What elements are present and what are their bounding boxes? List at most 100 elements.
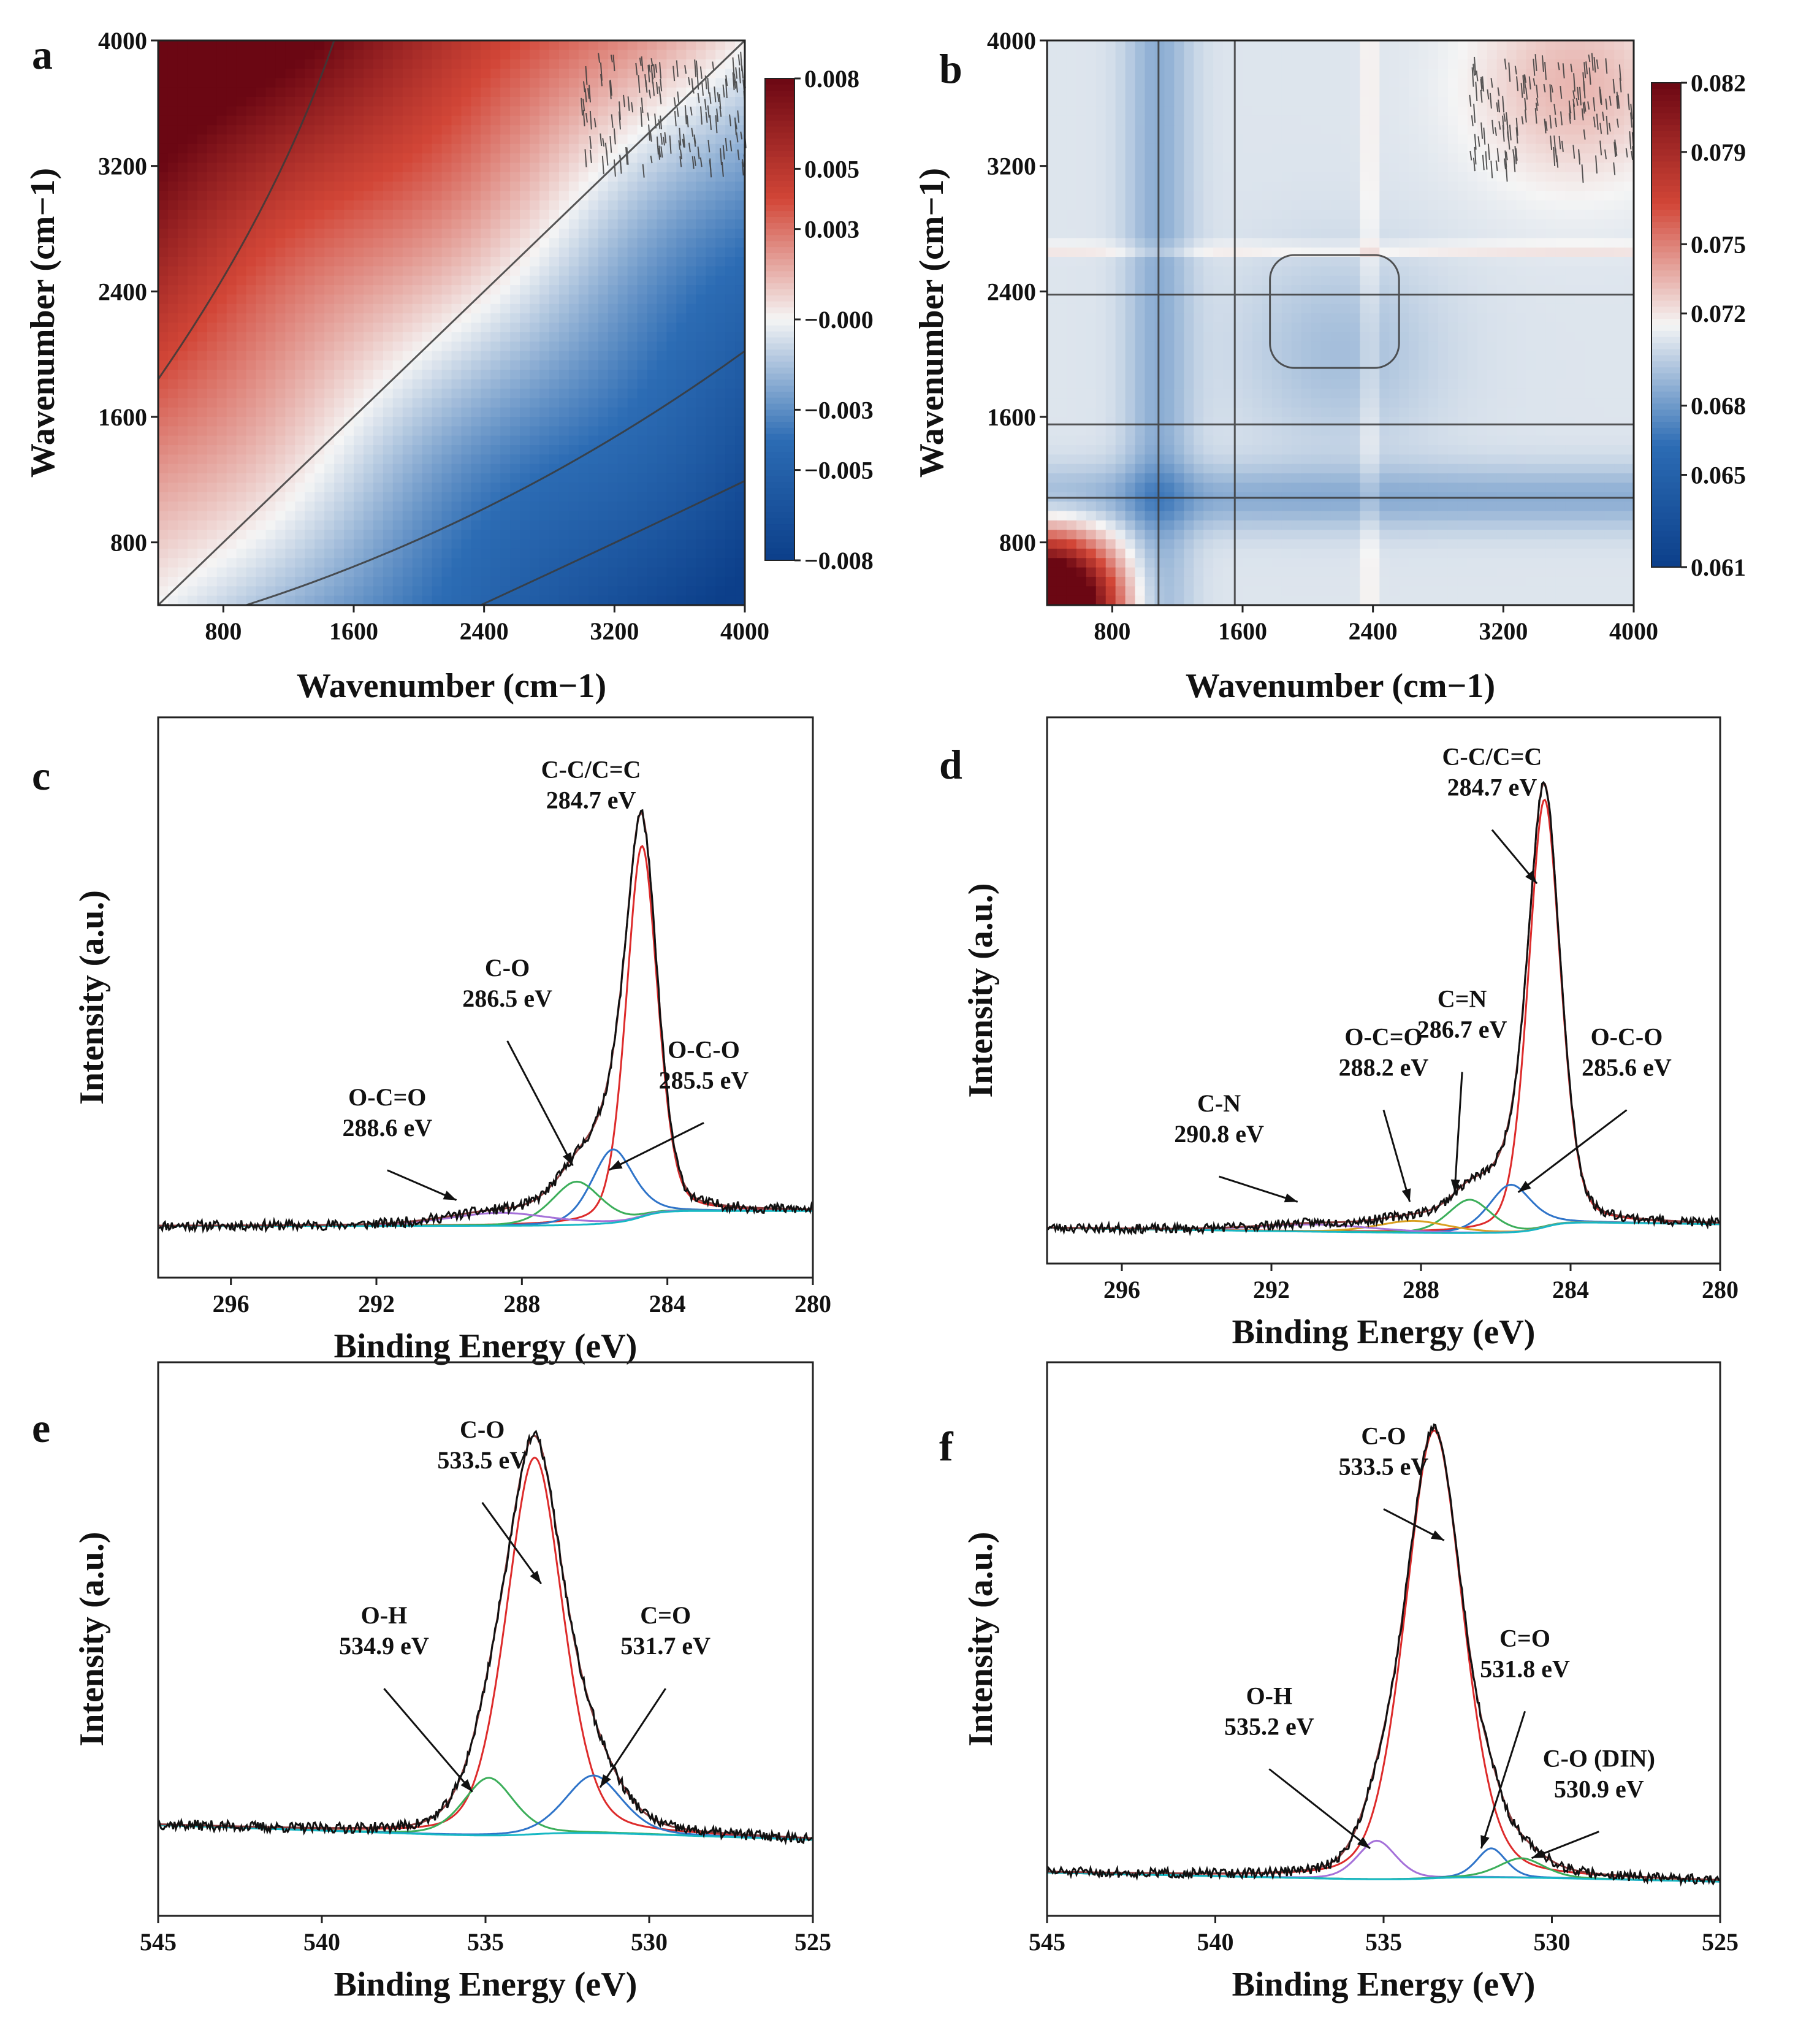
heatmap-cell (383, 520, 394, 530)
heatmap-cell (696, 370, 706, 380)
heatmap-cell (1213, 172, 1224, 182)
heatmap-cell (158, 576, 169, 587)
heatmap-cell (588, 247, 599, 257)
heatmap-cell (187, 417, 198, 427)
noise-streak (658, 148, 661, 160)
heatmap-cell (578, 285, 589, 296)
heatmap-cell (617, 595, 628, 606)
heatmap-cell (558, 191, 569, 201)
heatmap-cell (549, 153, 560, 164)
heatmap-cell (334, 463, 345, 474)
heatmap-cell (500, 370, 511, 380)
heatmap-cell (236, 125, 247, 135)
heatmap-cell (187, 200, 198, 210)
heatmap-cell (1526, 125, 1537, 135)
noise-streak (688, 77, 691, 86)
heatmap-cell (1252, 200, 1263, 210)
heatmap-cell (1477, 200, 1488, 210)
heatmap-cell (1311, 50, 1322, 60)
heatmap-cell (412, 210, 423, 220)
heatmap-cell (275, 257, 286, 267)
noise-streak (736, 132, 739, 143)
heatmap-cell (735, 530, 745, 540)
heatmap-cell (1076, 191, 1087, 201)
noise-streak (645, 80, 648, 93)
heatmap-cell (383, 134, 394, 145)
heatmap-cell (1125, 59, 1136, 69)
heatmap-cell (383, 78, 394, 88)
heatmap-cell (647, 379, 658, 389)
heatmap-cell (539, 247, 550, 257)
heatmap-cell (461, 266, 471, 276)
heatmap-cell (295, 539, 305, 549)
heatmap-cell (422, 586, 433, 597)
heatmap-cell (1194, 106, 1204, 116)
heatmap-cell (197, 360, 208, 370)
noise-streak (737, 54, 741, 66)
heatmap-cell (568, 520, 579, 530)
heatmap-cell (1174, 172, 1184, 182)
heatmap-cell (627, 257, 638, 267)
heatmap-cell (1340, 40, 1351, 50)
heatmap-cell (354, 97, 364, 107)
heatmap-cell (246, 59, 257, 69)
heatmap-cell (461, 454, 471, 465)
heatmap-cell (265, 567, 276, 578)
heatmap-cell (1428, 153, 1439, 164)
colorbar-segment (765, 440, 794, 447)
heatmap-cell (588, 417, 599, 427)
heatmap-cell (363, 78, 374, 88)
heatmap-cell (481, 398, 491, 408)
heatmap-cell (265, 200, 276, 210)
heatmap-cell (1095, 172, 1107, 182)
heatmap-cell (265, 454, 276, 465)
heatmap-cell (686, 143, 696, 154)
heatmap-cell (686, 351, 696, 361)
heatmap-cell (608, 492, 619, 502)
heatmap-cell (735, 322, 745, 333)
heatmap-cell (265, 78, 276, 88)
heatmap-cell (295, 595, 305, 606)
heatmap-cell (158, 445, 169, 455)
heatmap-cell (216, 388, 227, 399)
heatmap-cell (412, 87, 423, 97)
heatmap-cell (216, 134, 227, 145)
heatmap-cell (530, 247, 540, 257)
colorbar-segment (765, 90, 794, 97)
heatmap-cell (530, 40, 540, 50)
heatmap-cell (451, 567, 462, 578)
heatmap-cell (608, 97, 619, 107)
heatmap-cell (558, 134, 569, 145)
heatmap-cell (627, 87, 638, 97)
heatmap-cell (402, 106, 413, 116)
heatmap-cell (627, 595, 638, 606)
heatmap-cell (1379, 40, 1390, 50)
heatmap-cell (1076, 50, 1087, 60)
heatmap-cell (432, 379, 443, 389)
heatmap-cell (314, 200, 325, 210)
heatmap-cell (666, 341, 677, 352)
heatmap-cell (432, 482, 443, 493)
heatmap-cell (696, 576, 706, 587)
heatmap-cell (1105, 153, 1116, 164)
heatmap-cell (490, 181, 501, 192)
heatmap-cell (167, 463, 178, 474)
heatmap-cell (392, 520, 403, 530)
heatmap-cell (383, 417, 394, 427)
heatmap-cell (549, 426, 560, 437)
heatmap-cell (558, 322, 569, 333)
heatmap-cell (402, 210, 413, 220)
heatmap-cell (158, 50, 169, 60)
heatmap-cell (158, 548, 169, 559)
heatmap-cell (441, 87, 452, 97)
heatmap-cell (1555, 40, 1566, 50)
heatmap-cell (510, 539, 520, 549)
heatmap-cell (422, 210, 433, 220)
colorbar-segment (765, 452, 794, 459)
heatmap-cell (637, 576, 648, 587)
heatmap-cell (598, 275, 609, 286)
heatmap-cell (530, 435, 540, 446)
heatmap-cell (344, 257, 354, 267)
heatmap-cell (1184, 59, 1194, 69)
heatmap-cell (471, 78, 481, 88)
